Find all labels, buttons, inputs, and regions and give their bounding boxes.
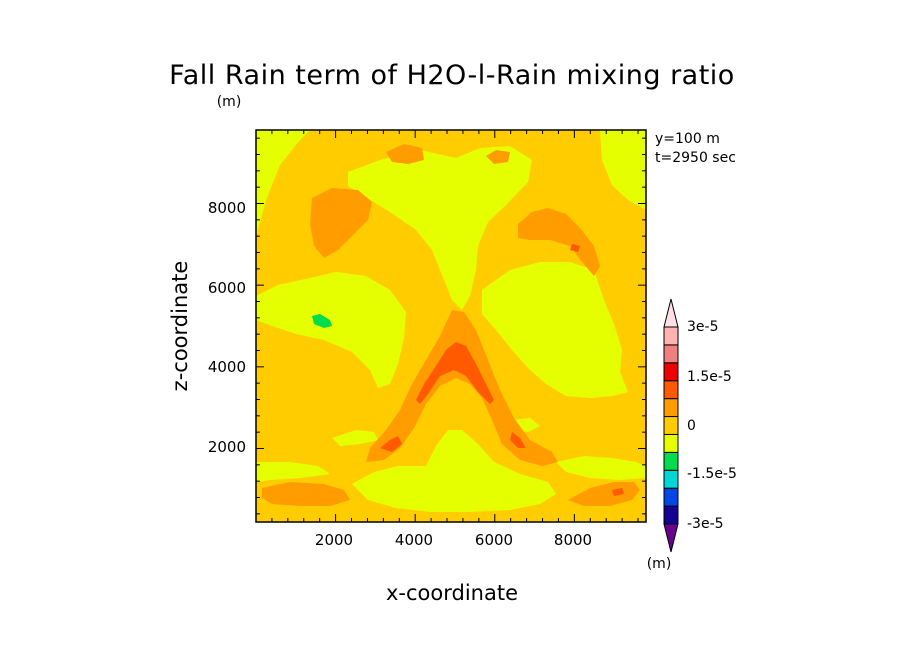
colorbar-box [663, 344, 679, 364]
colorbar-box [663, 469, 679, 489]
contour-region-upper-right-patch [518, 208, 600, 276]
colorbar-label: 0 [687, 418, 696, 434]
contour-region-inverted-v [366, 310, 558, 466]
annotation-time: t=2950 sec [655, 150, 736, 166]
colorbar-max-arrow [663, 298, 679, 328]
colorbar-box [663, 398, 679, 418]
colorbar-box [663, 451, 679, 471]
contour-region-right-lobe [482, 262, 628, 398]
contour-field [256, 130, 646, 522]
contour-region-core-left-leg [380, 436, 402, 452]
contour-region-negative-patch [312, 314, 332, 328]
colorbar-label: 1.5e-5 [687, 369, 732, 385]
annotation-y-slice: y=100 m [655, 131, 720, 147]
colorbar [663, 298, 679, 553]
contour-region-upper-left-patch [310, 188, 372, 258]
contour-region-right-dot [570, 244, 580, 252]
colorbar-box [663, 416, 679, 435]
colorbar-label: 3e-5 [687, 319, 718, 335]
chart-title: Fall Rain term of H2O-l-Rain mixing rati… [169, 60, 735, 91]
contour-region-top-center [348, 146, 532, 310]
y-tick-label: 6000 [208, 279, 246, 297]
contour-region-upper-right [600, 130, 646, 210]
contour-region-bottom-center [352, 430, 556, 512]
contour-region-core-right-leg [510, 432, 526, 448]
contour-region-top-small-right [486, 150, 510, 164]
colorbar-box [663, 380, 679, 400]
contour-region-lower-right-strip [556, 456, 646, 480]
contour-region-mid-left-small [332, 430, 378, 446]
contour-region-lower-left-strip [256, 462, 330, 482]
colorbar-box [663, 362, 679, 382]
plot-frame [255, 129, 647, 523]
contour-region-top-small-left [386, 144, 424, 164]
colorbar-min-arrow [663, 523, 679, 553]
title-units: (m) [217, 94, 242, 110]
contour-region-bottom-left-band [262, 482, 350, 506]
contour-region-left-lobe [256, 272, 406, 388]
x-tick-label: 4000 [395, 531, 433, 549]
x-tick-label: 6000 [475, 531, 513, 549]
colorbar-box [663, 505, 679, 525]
x-tick-label: 8000 [554, 531, 592, 549]
colorbar-units: (m) [647, 556, 672, 572]
contour-region-upper-left [256, 130, 310, 240]
colorbar-label: -1.5e-5 [687, 466, 737, 482]
contour-region-core [416, 342, 494, 404]
x-tick-label: 2000 [315, 531, 353, 549]
contour-region-bottom-right-dot [612, 488, 624, 496]
colorbar-box [663, 326, 679, 346]
y-tick-label: 2000 [208, 438, 246, 456]
colorbar-label: -3e-5 [687, 516, 724, 532]
colorbar-box [663, 433, 679, 453]
x-axis-label: x-coordinate [386, 581, 518, 605]
y-tick-label: 8000 [208, 199, 246, 217]
y-tick-label: 4000 [208, 358, 246, 376]
colorbar-box [663, 487, 679, 507]
axis-ticks [256, 130, 646, 522]
y-axis-label: z-coordinate [168, 261, 192, 392]
